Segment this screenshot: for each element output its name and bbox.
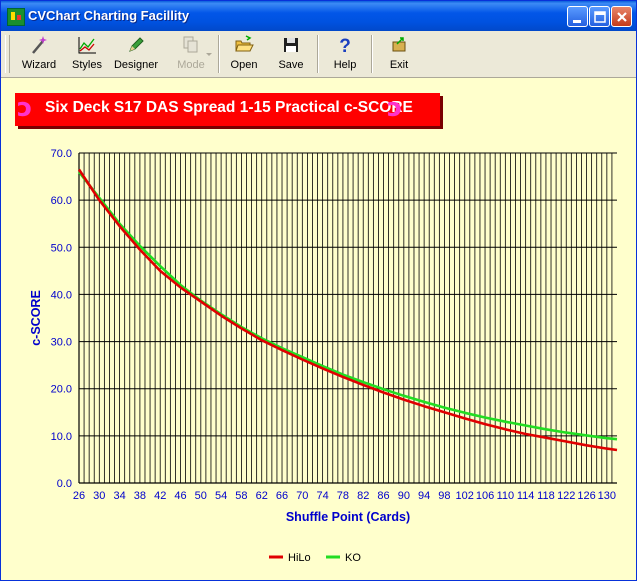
exit-button[interactable]: Exit [381,33,417,75]
x-tick-label: 102 [456,490,474,502]
x-tick-label: 90 [398,490,410,502]
designer-label: Designer [113,59,159,71]
chart-area [1,78,636,580]
x-tick-label: 70 [296,490,308,502]
y-tick-label: 60.0 [51,195,72,207]
x-tick-label: 62 [256,490,268,502]
line-chart-icon [78,37,96,54]
open-folder-icon [235,35,254,52]
series-line-ko [77,171,618,441]
copy-icon [183,36,198,53]
open-button[interactable]: Open [225,33,263,75]
maximize-icon [594,11,606,23]
x-tick-label: 86 [377,490,389,502]
close-button[interactable] [611,6,632,27]
x-axis-label: Shuffle Point (Cards) [286,510,410,524]
app-logo-icon [7,8,25,26]
series-line-hilo [77,168,618,452]
maximize-button[interactable] [589,6,610,27]
x-tick-label: 66 [276,490,288,502]
mode-button[interactable]: Mode [167,33,215,75]
save-label: Save [278,59,304,71]
y-tick-label: 0.0 [57,478,72,490]
styles-button[interactable]: Styles [67,33,107,75]
help-button[interactable]: ? Help [327,33,363,75]
x-tick-label: 34 [113,490,125,502]
x-tick-label: 98 [438,490,450,502]
window-title: CVChart Charting Facillity [28,8,190,23]
y-tick-label: 40.0 [51,289,72,301]
x-tick-label: 74 [316,490,328,502]
toolbar-separator [371,35,373,73]
toolbar-separator [317,35,319,73]
x-tick-label: 126 [577,490,595,502]
svg-text:?: ? [339,36,351,55]
help-icon: ? [339,36,351,55]
y-tick-label: 70.0 [51,148,72,160]
minimize-button[interactable] [567,6,588,27]
y-tick-label: 20.0 [51,384,72,396]
legend-label-ko: KO [345,552,361,564]
cv-logo-icon: ɔ [387,93,403,123]
x-tick-label: 114 [517,490,535,502]
open-label: Open [230,59,258,71]
x-tick-label: 50 [195,490,207,502]
y-tick-label: 10.0 [51,431,72,443]
designer-button[interactable]: Designer [112,33,160,75]
chart-title: Six Deck S17 DAS Spread 1-15 Practical c… [45,99,413,116]
x-tick-label: 46 [174,490,186,502]
wizard-button[interactable]: Wizard [18,33,60,75]
exit-icon [392,37,406,52]
chevron-down-icon [206,53,212,56]
x-tick-label: 106 [476,490,494,502]
floppy-disk-icon [284,38,298,52]
save-button[interactable]: Save [272,33,310,75]
x-tick-label: 118 [537,490,555,502]
exit-label: Exit [389,59,409,71]
x-tick-label: 42 [154,490,166,502]
x-tick-label: 110 [497,490,515,502]
close-icon [617,12,627,22]
wand-icon [32,36,47,54]
toolbar-grip[interactable] [5,35,10,73]
legend-label-hilo: HiLo [288,552,311,564]
help-label: Help [333,59,357,71]
y-axis-label: c-SCORE [29,290,43,346]
x-tick-label: 30 [93,490,105,502]
styles-label: Styles [72,59,102,71]
x-tick-label: 78 [337,490,349,502]
x-tick-label: 122 [557,490,575,502]
x-tick-label: 130 [598,490,616,502]
x-tick-label: 94 [418,490,430,502]
minimize-icon [573,20,581,23]
chart-banner: ɔ Six Deck S17 DAS Spread 1-15 Practical… [15,93,440,126]
x-tick-label: 38 [134,490,146,502]
toolbar-separator [218,35,220,73]
y-tick-label: 30.0 [51,337,72,349]
x-tick-label: 54 [215,490,227,502]
wizard-label: Wizard [21,59,57,71]
title-bar[interactable]: CVChart Charting Facillity [1,1,636,31]
x-tick-label: 26 [73,490,85,502]
y-tick-label: 50.0 [51,242,72,254]
x-tick-label: 82 [357,490,369,502]
cv-logo-icon: ɔ [17,93,33,123]
pen-icon [129,37,144,52]
mode-label: Mode [177,59,205,71]
x-tick-label: 58 [235,490,247,502]
